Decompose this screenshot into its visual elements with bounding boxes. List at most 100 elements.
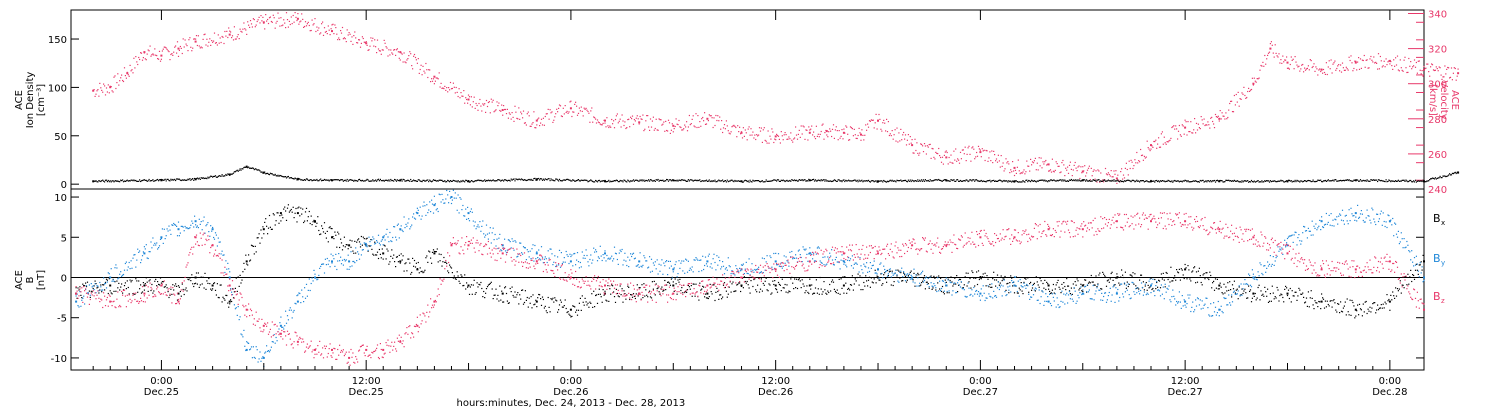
ion-density-series-dot [380,180,382,182]
bx-series-dot [821,293,823,295]
velocity-series-dot [357,42,359,44]
bx-series-dot [1089,282,1091,284]
bx-series-dot [680,289,682,292]
bx-series-dot [1114,284,1116,286]
bx-series-dot [126,280,128,282]
ion-density-series-dot [687,179,689,181]
velocity-series-dot [919,152,921,154]
by-series-dot [491,232,493,234]
bx-series-dot [534,303,536,305]
bx-series-dot [327,241,329,243]
velocity-series-dot [173,51,175,53]
ion-density-series-dot [537,178,539,180]
ion-density-series-dot [886,181,888,183]
velocity-series-dot [323,27,326,29]
bx-series-dot [943,293,945,295]
by-series-dot [112,279,114,281]
ion-density-series-dot [267,173,270,175]
ion-density-series-dot [494,180,496,182]
bx-series-dot [179,290,181,293]
velocity-series-dot [416,62,418,64]
bx-series-dot [449,266,452,268]
by-series-dot [423,201,425,203]
velocity-series-dot [867,126,870,128]
bx-series-dot [552,297,554,299]
velocity-series-dot [1126,168,1128,171]
ion-density-series-dot [1013,181,1015,183]
ion-density-series-dot [1453,172,1455,174]
velocity-series-dot [227,36,229,39]
bx-series-dot [367,250,369,252]
by-series-dot [504,238,506,240]
ion-density-series-dot [883,179,885,182]
velocity-series-dot [1058,165,1060,167]
by-series-dot [444,202,446,204]
ion-density-series-dot [1228,179,1230,181]
ion-density-series-dot [768,180,770,182]
bx-series-dot [935,289,937,291]
ion-density-series-dot [1158,180,1160,182]
bx-series-dot [476,282,478,284]
bx-series-dot [1337,303,1339,305]
bx-series-dot [881,284,883,286]
bx-series-dot [612,285,614,287]
bx-series-dot [486,286,489,288]
bx-series-dot [522,289,524,291]
ion-density-series-dot [743,180,745,182]
ion-density-series-dot [190,179,192,181]
ion-density-series-dot [825,179,827,181]
by-series-dot [404,227,406,229]
by-series-dot [334,265,336,267]
by-series-dot [78,306,80,308]
by-series-point [604,252,606,255]
by-series-dot [184,225,186,228]
velocity-series-dot [358,39,360,41]
ion-density-series-dot [844,180,846,183]
velocity-series-dot [340,30,342,32]
bx-series-dot [291,211,293,213]
velocity-series-dot [857,134,859,137]
ion-density-series-dot [465,179,467,181]
bx-series-dot [189,277,191,279]
by-series-dot [300,302,302,304]
velocity-series-dot [224,30,226,33]
velocity-series-dot [1273,56,1275,58]
velocity-series-dot [1012,161,1014,163]
ion-density-series-dot [207,176,209,178]
ion-density-series-dot [1182,180,1184,182]
ion-density-series-dot [876,181,878,183]
ion-density-series-dot [192,178,194,180]
bx-series-dot [401,259,403,261]
by-series-dot [155,244,157,246]
velocity-series-dot [1055,161,1057,163]
velocity-series-dot [306,23,308,25]
bx-series-dot [873,278,875,280]
bx-series-dot [441,265,443,267]
bx-series-dot [1085,279,1087,281]
bx-series-dot [1335,309,1337,311]
velocity-series-dot [586,109,588,111]
velocity-series-dot [1286,67,1289,69]
bx-series-dot [358,238,360,240]
bx-series-dot [1178,268,1180,270]
bx-series-dot [700,289,702,291]
velocity-series-dot [1312,65,1314,68]
by-series-dot [144,248,146,250]
by-series-dot [171,224,173,226]
ion-density-series-dot [225,173,227,176]
velocity-series-dot [468,96,471,98]
ion-density-series-dot [1103,179,1105,181]
ion-density-series-dot [556,178,558,180]
velocity-series-dot [447,91,449,93]
velocity-series-dot [618,120,620,122]
by-series-dot [384,239,386,241]
by-series-dot [467,218,470,220]
velocity-series-dot [1355,60,1357,62]
bx-series-dot [377,257,380,260]
ion-density-series-dot [958,180,961,182]
velocity-series-dot [510,118,512,120]
velocity-series-dot [631,115,634,117]
velocity-series-dot [774,138,776,140]
ion-density-series-dot [1247,180,1249,182]
bx-series-dot [898,270,900,272]
